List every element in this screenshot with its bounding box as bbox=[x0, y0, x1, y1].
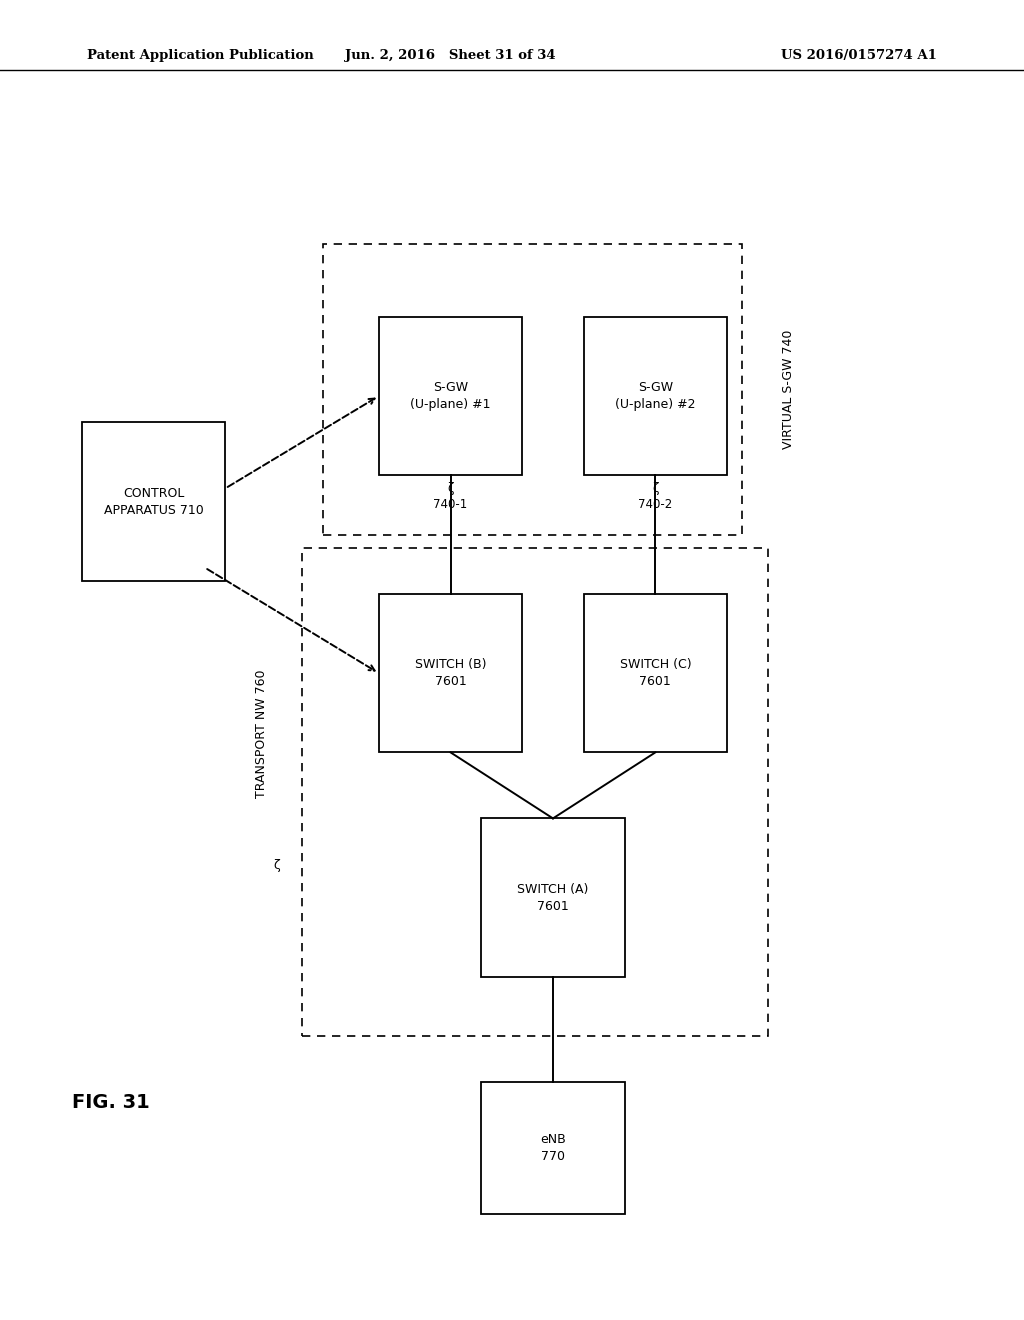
Text: eNB
770: eNB 770 bbox=[540, 1134, 566, 1163]
Text: Patent Application Publication: Patent Application Publication bbox=[87, 49, 313, 62]
Text: ζ
740-2: ζ 740-2 bbox=[638, 482, 673, 511]
Bar bbox=[584, 594, 727, 752]
Text: SWITCH (B)
7601: SWITCH (B) 7601 bbox=[415, 659, 486, 688]
Text: FIG. 31: FIG. 31 bbox=[72, 1093, 150, 1111]
Bar bbox=[379, 317, 522, 475]
Bar bbox=[302, 548, 768, 1036]
Bar bbox=[379, 594, 522, 752]
Text: US 2016/0157274 A1: US 2016/0157274 A1 bbox=[781, 49, 937, 62]
Bar bbox=[82, 422, 225, 581]
Bar bbox=[481, 818, 625, 977]
Text: Jun. 2, 2016   Sheet 31 of 34: Jun. 2, 2016 Sheet 31 of 34 bbox=[345, 49, 556, 62]
Text: ζ: ζ bbox=[273, 859, 280, 871]
Bar bbox=[584, 317, 727, 475]
Text: S-GW
(U-plane) #2: S-GW (U-plane) #2 bbox=[615, 381, 695, 411]
Text: TRANSPORT NW 760: TRANSPORT NW 760 bbox=[255, 669, 267, 797]
Text: CONTROL
APPARATUS 710: CONTROL APPARATUS 710 bbox=[103, 487, 204, 516]
Text: VIRTUAL S-GW 740: VIRTUAL S-GW 740 bbox=[782, 330, 795, 449]
Text: SWITCH (C)
7601: SWITCH (C) 7601 bbox=[620, 659, 691, 688]
Text: S-GW
(U-plane) #1: S-GW (U-plane) #1 bbox=[411, 381, 490, 411]
Bar bbox=[323, 244, 742, 535]
Text: ζ
740-1: ζ 740-1 bbox=[433, 482, 468, 511]
Bar bbox=[481, 1082, 625, 1214]
Text: SWITCH (A)
7601: SWITCH (A) 7601 bbox=[517, 883, 589, 912]
